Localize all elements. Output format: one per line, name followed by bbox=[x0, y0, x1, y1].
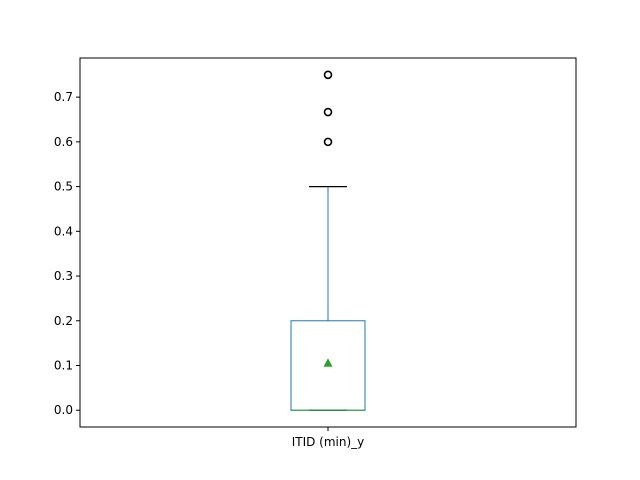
y-axis: 0.0 0.1 0.2 0.3 0.4 0.5 0.6 0.7 bbox=[54, 90, 80, 417]
plot-marks bbox=[290, 70, 366, 411]
x-tick-label: ITID (min)_y bbox=[292, 435, 365, 449]
outlier-point bbox=[323, 70, 333, 80]
y-tick-label: 0.3 bbox=[54, 269, 73, 283]
y-tick-label: 0.2 bbox=[54, 314, 73, 328]
y-tick-label: 0.0 bbox=[54, 403, 73, 417]
x-axis: ITID (min)_y bbox=[292, 427, 365, 449]
y-tick-label: 0.4 bbox=[54, 224, 73, 238]
mean-marker bbox=[323, 358, 333, 367]
outlier-point bbox=[323, 137, 333, 147]
plot-frame bbox=[79, 57, 577, 428]
y-tick-label: 0.5 bbox=[54, 180, 73, 194]
y-tick-label: 0.6 bbox=[54, 135, 73, 149]
y-tick-label: 0.7 bbox=[54, 90, 73, 104]
outlier-point bbox=[323, 107, 333, 117]
y-tick-label: 0.1 bbox=[54, 359, 73, 373]
